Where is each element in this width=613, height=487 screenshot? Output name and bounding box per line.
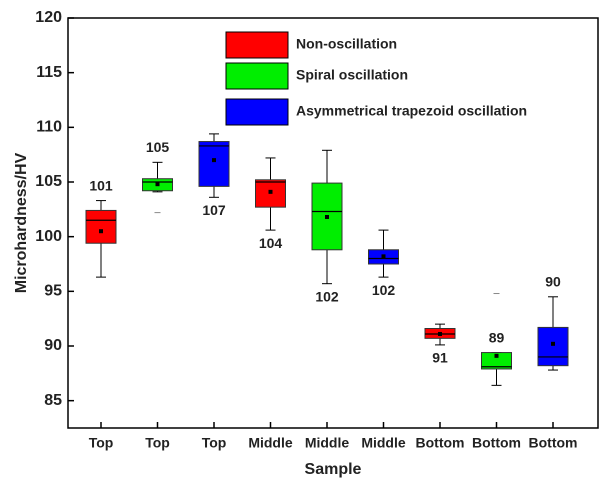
legend-swatch [225,98,289,126]
y-axis-label: Microhardness/HV [13,152,30,293]
legend-swatch [225,31,289,59]
y-tick-label: 100 [35,228,62,245]
mean [212,158,216,163]
y-tick-label: 90 [44,337,62,354]
x-tick-label: Middle [361,435,406,451]
value-label: 105 [146,139,170,155]
box [198,141,230,187]
value-label: 91 [432,350,448,366]
y-tick-label: 105 [35,173,62,190]
value-label: 90 [545,274,561,290]
box [85,209,117,244]
legend-label: Spiral oscillation [296,67,408,83]
value-label: 104 [259,235,283,251]
x-tick-label: Bottom [529,435,578,451]
legend-label: Asymmetrical trapezoid oscillation [296,103,527,119]
mean [381,254,386,259]
mean [494,353,499,358]
box [537,326,569,367]
y-tick-label: 120 [35,9,62,26]
x-tick-label: Top [145,435,170,451]
mean [551,341,555,346]
y-tick-label: 95 [44,283,62,300]
legend-label: Non-oscillation [296,36,397,52]
mean [268,189,273,194]
value-label: 102 [372,282,396,298]
y-tick-label: 85 [44,392,62,409]
x-tick-label: Top [202,435,227,451]
x-tick-label: Top [89,435,114,451]
value-label: 101 [89,177,113,193]
mean [155,182,160,187]
value-label: 89 [489,329,505,345]
value-label: 107 [202,202,226,218]
x-tick-label: Bottom [416,435,465,451]
mean [325,214,329,219]
mean [99,229,103,234]
box [481,352,512,370]
mean [438,331,442,336]
legend-swatch [225,62,289,90]
x-axis-label: Sample [305,461,362,478]
y-tick-label: 115 [36,64,62,81]
plot-frame [67,17,599,429]
x-tick-label: Bottom [472,435,521,451]
x-tick-label: Middle [305,435,350,451]
x-tick-label: Middle [248,435,293,451]
y-tick-label: 110 [36,119,62,136]
value-label: 102 [315,288,339,304]
